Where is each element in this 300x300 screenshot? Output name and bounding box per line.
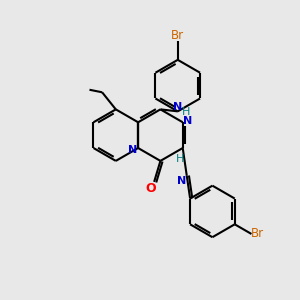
- Text: N: N: [183, 116, 192, 126]
- Text: N: N: [177, 176, 187, 186]
- Text: N: N: [173, 102, 183, 112]
- Text: Br: Br: [251, 227, 264, 241]
- Text: Br: Br: [171, 29, 184, 42]
- Text: H: H: [176, 154, 184, 164]
- Text: H: H: [182, 107, 190, 117]
- Text: O: O: [146, 182, 157, 195]
- Text: N: N: [128, 145, 137, 155]
